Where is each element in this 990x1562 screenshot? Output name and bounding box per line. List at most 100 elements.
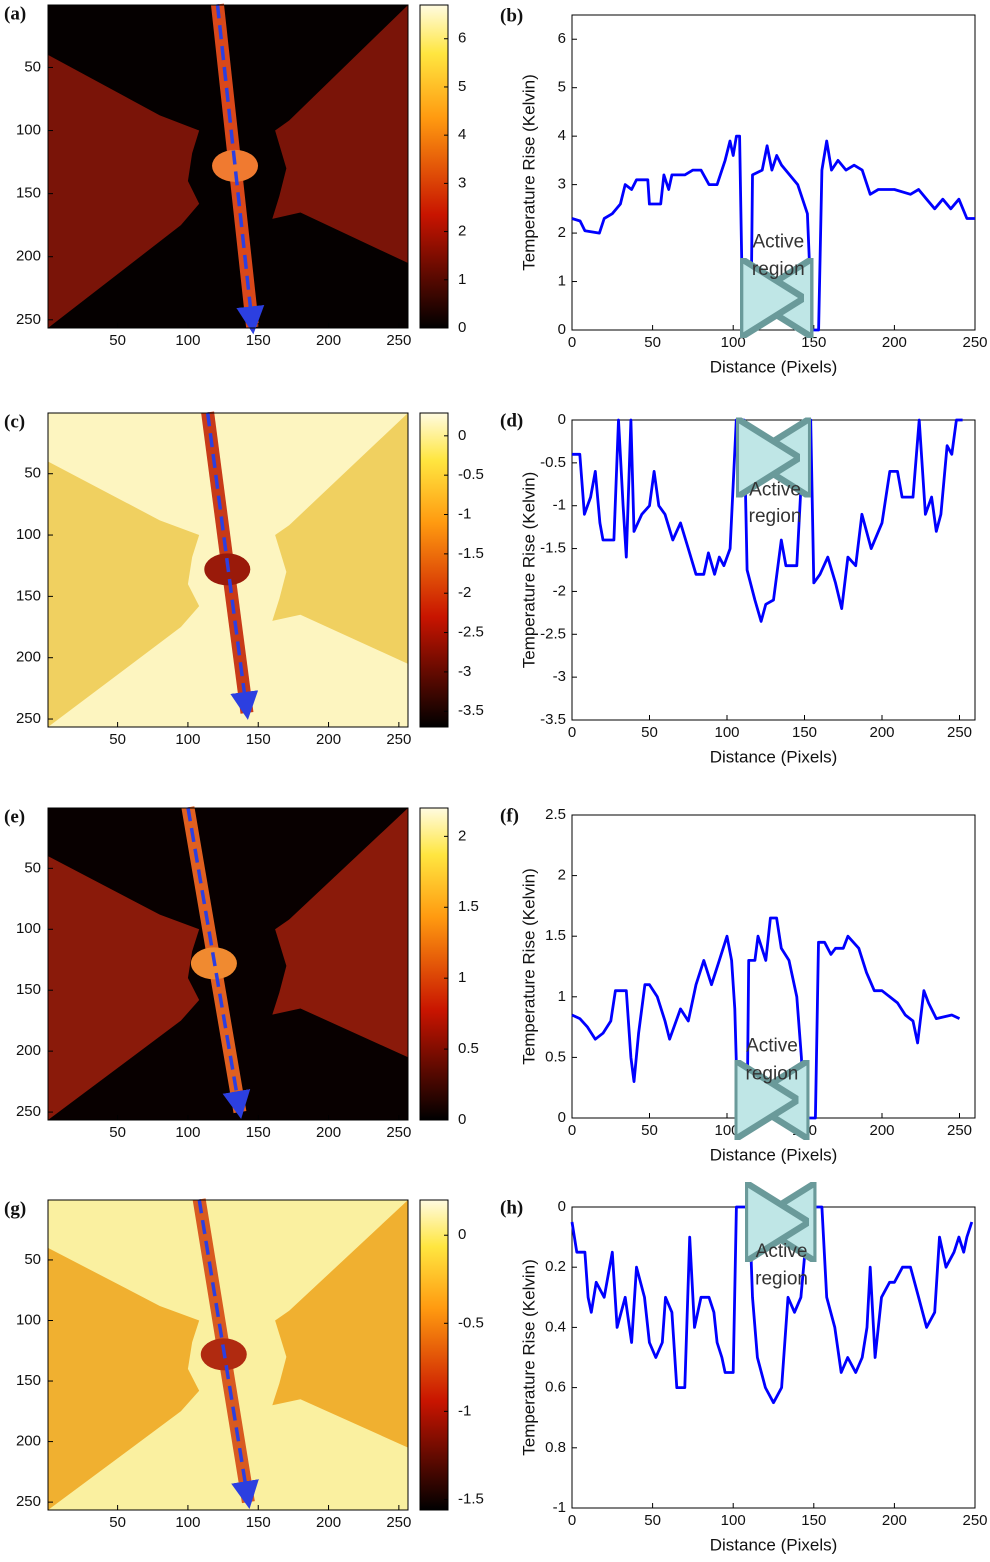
y-tick-label: 200 [16, 1433, 41, 1450]
y-tick-label: 0 [558, 1109, 566, 1126]
x-axis-label: Distance (Pixels) [710, 747, 838, 766]
x-tick-label: 0 [568, 1512, 576, 1529]
y-tick-label: 2.5 [545, 806, 566, 823]
colorbar-tick-label: 4 [458, 126, 466, 143]
y-axis-label: Temperature Rise (Kelvin) [519, 472, 538, 669]
y-axis-label: Temperature Rise (Kelvin) [519, 868, 538, 1065]
annotation: region [752, 259, 805, 280]
y-tick-label: 200 [16, 1042, 41, 1059]
annotation: region [746, 1063, 799, 1084]
y-tick-label: 150 [16, 1372, 41, 1389]
y-tick-label: 150 [16, 587, 41, 604]
y-tick-label: 50 [24, 58, 41, 75]
y-tick-label: -1 [553, 1499, 566, 1516]
x-tick-label: 100 [721, 1512, 746, 1529]
x-tick-label: 50 [644, 334, 661, 351]
left-pad [48, 856, 200, 1120]
colorbar-tick-label: -0.5 [458, 1314, 484, 1331]
x-axis-label: Distance (Pixels) [710, 1145, 838, 1164]
colorbar-tick-label: -1 [458, 1402, 471, 1419]
y-tick-label: 2 [558, 224, 566, 241]
y-tick-label: 200 [16, 649, 41, 666]
x-tick-label: 150 [792, 724, 817, 741]
colorbar-tick-label: 2 [458, 827, 466, 844]
annotation: Active [746, 1036, 798, 1057]
x-tick-label: 200 [882, 1512, 907, 1529]
plot-frame [47, 1199, 409, 1511]
y-tick-label: 250 [16, 311, 41, 328]
colorbar-tick-label: -2 [458, 584, 471, 601]
colorbar [419, 412, 449, 728]
profile-arrow [186, 807, 251, 1119]
x-tick-label: 250 [947, 724, 972, 741]
x-tick-label: 0 [568, 1122, 576, 1139]
colorbar-tick-label: 2 [458, 223, 466, 240]
y-tick-label: 200 [16, 248, 41, 265]
x-tick-label: 150 [246, 731, 271, 748]
y-tick-label: 250 [16, 710, 41, 727]
profile-line [570, 1205, 974, 1405]
colorbar-tick-label: 3 [458, 174, 466, 191]
panel-label: (a) [4, 3, 26, 24]
colorbar-tick-label: -1.5 [458, 545, 484, 562]
y-tick-label: 5 [558, 79, 566, 96]
left-pad [48, 54, 200, 328]
y-tick-label: 250 [16, 1103, 41, 1120]
profile-line [572, 418, 963, 623]
x-tick-label: 50 [109, 731, 126, 748]
x-tick-label: 50 [641, 1122, 658, 1139]
colorbar-tick-label: -2.5 [458, 624, 484, 641]
x-tick-label: 100 [714, 1122, 739, 1139]
y-tick-label: 100 [16, 526, 41, 543]
y-tick-label: -3.5 [540, 711, 566, 728]
profile-arrow [205, 412, 259, 720]
x-tick-label: 200 [869, 724, 894, 741]
right-pad [272, 413, 408, 664]
colorbar-tick-label: -3.5 [458, 702, 484, 719]
y-tick-label: 3 [558, 176, 566, 193]
y-tick-label: 250 [16, 1493, 41, 1510]
x-tick-label: 50 [109, 1124, 126, 1141]
x-tick-label: 0 [568, 724, 576, 741]
colorbar [419, 807, 449, 1121]
colorbar-tick-label: 0 [458, 1111, 466, 1128]
y-tick-label: 1 [558, 988, 566, 1005]
y-tick-label: 50 [24, 465, 41, 482]
y-tick-label: 0.4 [545, 1318, 566, 1335]
x-tick-label: 200 [869, 1122, 894, 1139]
y-tick-label: -2 [553, 582, 566, 599]
colorbar-tick-label: 1.5 [458, 898, 479, 915]
panel-label: (g) [4, 1198, 26, 1219]
y-tick-label: -1 [553, 497, 566, 514]
y-tick-label: 100 [16, 122, 41, 139]
y-tick-label: 50 [24, 859, 41, 876]
y-tick-label: 0.8 [545, 1439, 566, 1456]
annotation: region [749, 506, 802, 527]
y-tick-label: -1.5 [540, 540, 566, 557]
colorbar-tick-label: 6 [458, 30, 466, 47]
colorbar-tick-label: 0 [458, 427, 466, 444]
x-tick-label: 150 [246, 1514, 271, 1531]
colorbar-tick-label: 1 [458, 271, 466, 288]
panel-label: (e) [4, 806, 25, 827]
x-tick-label: 100 [721, 334, 746, 351]
left-pad [48, 1247, 200, 1510]
colorbar-tick-label: 5 [458, 78, 466, 95]
x-tick-label: 100 [175, 1514, 200, 1531]
annotation: Active [756, 1241, 808, 1262]
x-tick-label: 250 [962, 334, 987, 351]
active-region [212, 149, 259, 182]
x-tick-label: 50 [644, 1512, 661, 1529]
left-pad [48, 461, 200, 727]
y-tick-label: 4 [558, 127, 566, 144]
x-tick-label: 150 [801, 334, 826, 351]
plot-frame [571, 14, 976, 331]
panel-label: (f) [500, 805, 519, 826]
colorbar-tick-label: -3 [458, 663, 471, 680]
x-tick-label: 150 [246, 1124, 271, 1141]
y-tick-label: 6 [558, 30, 566, 47]
y-tick-label: 0.2 [545, 1258, 566, 1275]
annotation: Active [749, 479, 801, 500]
x-tick-label: 200 [316, 731, 341, 748]
